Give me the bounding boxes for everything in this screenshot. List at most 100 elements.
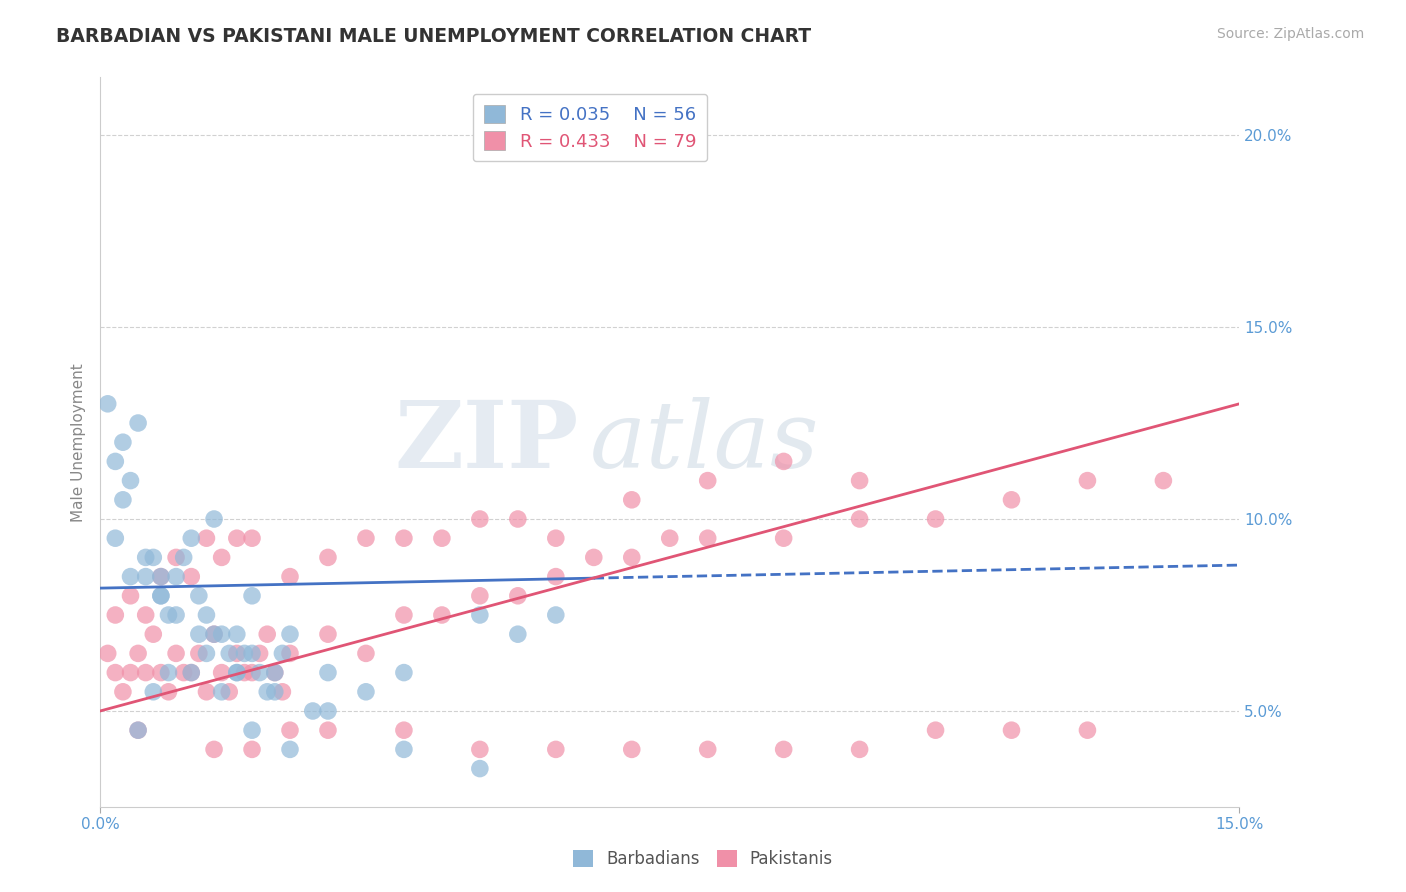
Point bbox=[187, 589, 209, 603]
Point bbox=[97, 397, 120, 411]
Point bbox=[157, 607, 180, 622]
Point bbox=[111, 435, 134, 450]
Text: ZIP: ZIP bbox=[394, 397, 579, 487]
Point bbox=[135, 607, 157, 622]
Point bbox=[354, 647, 377, 661]
Text: atlas: atlas bbox=[591, 397, 820, 487]
Point bbox=[263, 665, 285, 680]
Point bbox=[233, 647, 256, 661]
Point bbox=[468, 512, 491, 526]
Point bbox=[120, 569, 142, 583]
Point bbox=[211, 627, 233, 641]
Point bbox=[135, 569, 157, 583]
Point bbox=[301, 704, 323, 718]
Point bbox=[658, 531, 681, 545]
Point bbox=[240, 589, 263, 603]
Point bbox=[848, 742, 870, 756]
Legend: R = 0.035    N = 56, R = 0.433    N = 79: R = 0.035 N = 56, R = 0.433 N = 79 bbox=[472, 94, 707, 161]
Point bbox=[218, 685, 240, 699]
Point bbox=[127, 416, 149, 430]
Point bbox=[544, 742, 567, 756]
Point bbox=[772, 531, 794, 545]
Point bbox=[468, 742, 491, 756]
Point bbox=[142, 627, 165, 641]
Point bbox=[149, 665, 172, 680]
Point bbox=[249, 665, 271, 680]
Point bbox=[256, 627, 278, 641]
Point bbox=[211, 685, 233, 699]
Point bbox=[165, 607, 187, 622]
Point bbox=[157, 685, 180, 699]
Point bbox=[1076, 474, 1098, 488]
Point bbox=[1152, 474, 1174, 488]
Point bbox=[195, 647, 218, 661]
Point bbox=[97, 647, 120, 661]
Point bbox=[848, 474, 870, 488]
Point bbox=[165, 647, 187, 661]
Point bbox=[620, 492, 643, 507]
Point bbox=[180, 665, 202, 680]
Point bbox=[111, 685, 134, 699]
Point bbox=[772, 454, 794, 468]
Point bbox=[187, 627, 209, 641]
Point bbox=[468, 607, 491, 622]
Point bbox=[104, 607, 127, 622]
Point bbox=[392, 531, 415, 545]
Point bbox=[240, 647, 263, 661]
Point bbox=[696, 531, 718, 545]
Point bbox=[506, 589, 529, 603]
Point bbox=[1076, 723, 1098, 738]
Point bbox=[582, 550, 605, 565]
Point bbox=[263, 665, 285, 680]
Point bbox=[233, 665, 256, 680]
Point bbox=[256, 685, 278, 699]
Point bbox=[142, 685, 165, 699]
Text: BARBADIAN VS PAKISTANI MALE UNEMPLOYMENT CORRELATION CHART: BARBADIAN VS PAKISTANI MALE UNEMPLOYMENT… bbox=[56, 27, 811, 45]
Point bbox=[211, 665, 233, 680]
Point bbox=[187, 647, 209, 661]
Point bbox=[278, 569, 301, 583]
Point bbox=[165, 550, 187, 565]
Point bbox=[1000, 492, 1022, 507]
Point bbox=[240, 723, 263, 738]
Point bbox=[202, 627, 225, 641]
Point bbox=[271, 647, 294, 661]
Point bbox=[135, 550, 157, 565]
Point bbox=[135, 665, 157, 680]
Point bbox=[149, 589, 172, 603]
Legend: Barbadians, Pakistanis: Barbadians, Pakistanis bbox=[567, 843, 839, 875]
Point bbox=[354, 685, 377, 699]
Point bbox=[620, 742, 643, 756]
Point bbox=[392, 742, 415, 756]
Point bbox=[165, 569, 187, 583]
Point bbox=[120, 474, 142, 488]
Point bbox=[316, 550, 339, 565]
Point bbox=[468, 589, 491, 603]
Point bbox=[149, 569, 172, 583]
Point bbox=[278, 647, 301, 661]
Point bbox=[195, 685, 218, 699]
Point bbox=[249, 647, 271, 661]
Point bbox=[180, 531, 202, 545]
Point bbox=[195, 607, 218, 622]
Point bbox=[127, 723, 149, 738]
Point bbox=[263, 685, 285, 699]
Point bbox=[111, 492, 134, 507]
Point bbox=[202, 627, 225, 641]
Point bbox=[104, 665, 127, 680]
Point bbox=[120, 665, 142, 680]
Point bbox=[218, 647, 240, 661]
Point bbox=[506, 627, 529, 641]
Point bbox=[202, 742, 225, 756]
Point bbox=[225, 647, 247, 661]
Point bbox=[173, 665, 195, 680]
Point bbox=[316, 627, 339, 641]
Point bbox=[104, 454, 127, 468]
Point bbox=[240, 742, 263, 756]
Point bbox=[392, 607, 415, 622]
Point bbox=[195, 531, 218, 545]
Point bbox=[772, 742, 794, 756]
Point bbox=[180, 665, 202, 680]
Point bbox=[696, 742, 718, 756]
Point bbox=[924, 723, 946, 738]
